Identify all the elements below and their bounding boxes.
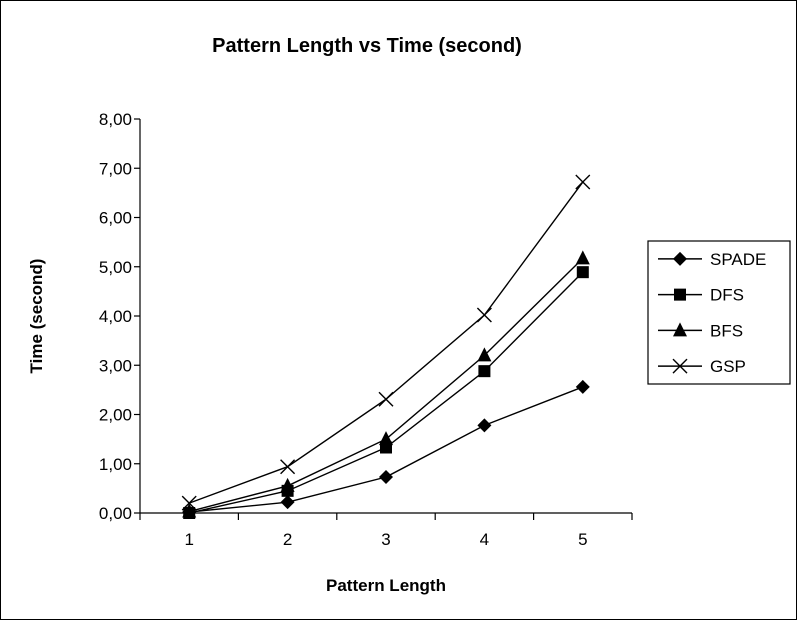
data-point-dfs: [576, 266, 589, 279]
x-marker-stroke: [672, 358, 688, 374]
legend-marker-dfs: [674, 288, 686, 301]
data-point-gsp: [280, 459, 296, 475]
y-tick-label: 8,00: [99, 110, 132, 129]
x-marker-stroke: [378, 391, 394, 407]
legend-marker-spade: [673, 251, 687, 266]
legend-label-spade: SPADE: [710, 250, 766, 269]
data-point-bfs: [182, 503, 197, 518]
y-tick-label: 3,00: [99, 356, 132, 375]
data-point-spade: [477, 418, 492, 433]
x-tick-label: 1: [184, 530, 193, 549]
x-tick-label: 5: [578, 530, 587, 549]
data-point-dfs: [478, 365, 491, 378]
data-point-spade: [280, 495, 295, 510]
x-tick-label: 2: [283, 530, 292, 549]
data-point-bfs: [379, 431, 393, 446]
x-axis-title: Pattern Length: [326, 576, 446, 595]
y-axis-title: Time (second): [27, 259, 46, 374]
legend-box: [647, 240, 791, 385]
data-point-gsp: [181, 495, 197, 511]
y-tick-label: 0,00: [99, 504, 132, 523]
x-marker-stroke: [575, 174, 591, 190]
legend-label-dfs: DFS: [710, 286, 744, 305]
x-marker-stroke: [280, 459, 296, 475]
data-point-spade: [575, 379, 590, 394]
y-tick-label: 5,00: [99, 258, 132, 277]
y-tick-label: 7,00: [99, 159, 132, 178]
chart-title: Pattern Length vs Time (second): [212, 35, 522, 57]
x-marker-stroke: [181, 495, 197, 511]
y-tick-label: 1,00: [99, 455, 132, 474]
data-point-gsp: [575, 174, 591, 190]
legend-marker-gsp: [672, 358, 688, 374]
y-tick-label: 2,00: [99, 406, 132, 425]
legend-label-gsp: GSP: [710, 357, 746, 376]
data-point-bfs: [575, 250, 590, 265]
data-point-gsp: [476, 307, 492, 323]
y-tick-label: 6,00: [99, 209, 132, 228]
y-tick-label: 4,00: [99, 307, 132, 326]
data-point-spade: [379, 470, 393, 485]
legend: SPADE DFS BFS GSP: [647, 240, 791, 385]
x-tick-label: 3: [381, 530, 390, 549]
x-marker-stroke: [476, 307, 492, 323]
data-point-bfs: [280, 477, 295, 492]
legend-label-bfs: BFS: [710, 321, 743, 340]
plot-area: 0,00 1,00 2,00 3,00 4,00 5,00 6,00 7,00 8,00 1 2 3 4…: [99, 110, 633, 549]
legend-marker-bfs: [673, 322, 687, 337]
data-point-bfs: [477, 347, 492, 362]
x-tick-label: 4: [480, 530, 489, 549]
data-point-gsp: [378, 391, 394, 407]
